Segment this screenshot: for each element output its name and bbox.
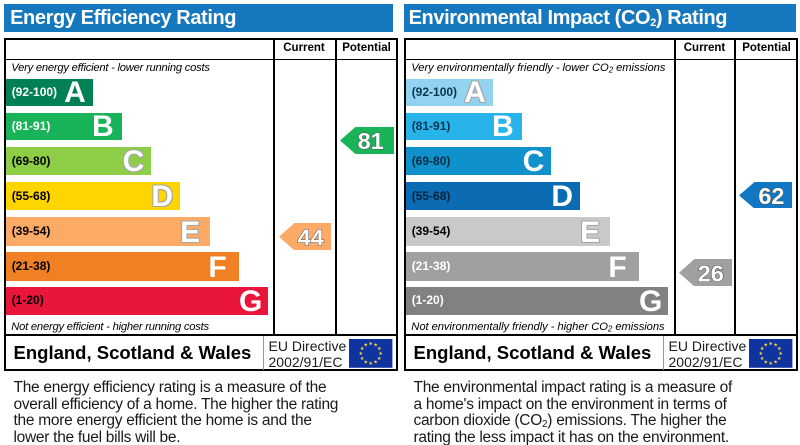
svg-text:26: 26: [697, 260, 723, 286]
svg-text:62: 62: [758, 183, 784, 209]
svg-text:81: 81: [357, 128, 383, 154]
svg-text:44: 44: [297, 224, 323, 250]
